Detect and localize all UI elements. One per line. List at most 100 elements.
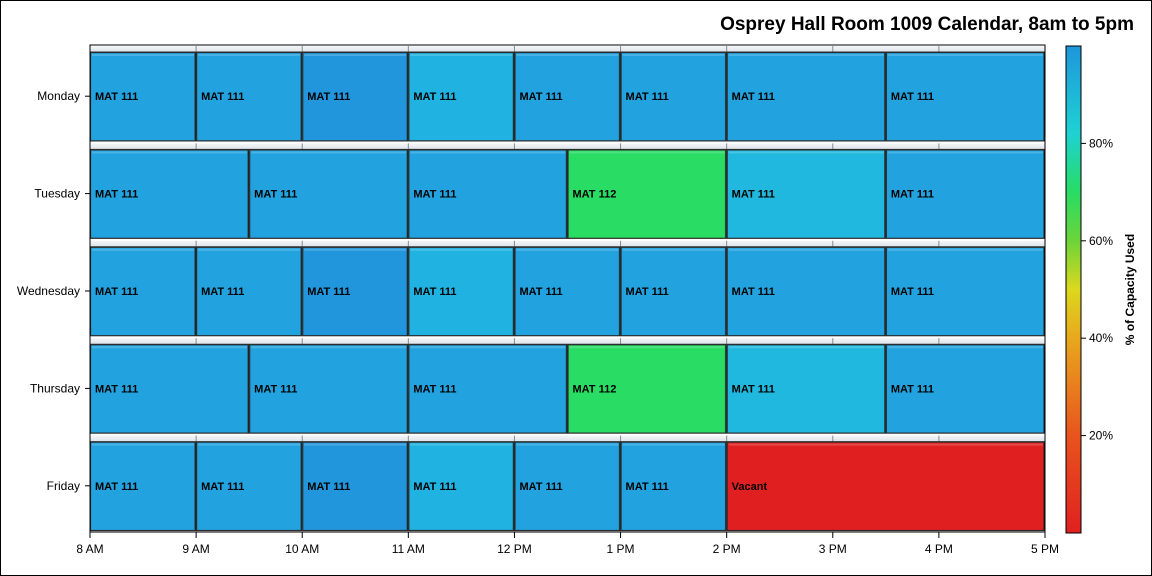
course-label: MAT 111	[626, 91, 669, 103]
event-bar[interactable]: MAT 111	[885, 246, 1046, 337]
event-bar-highlight	[198, 443, 301, 446]
event-bar-highlight	[516, 443, 619, 446]
x-tick-label: 5 PM	[1031, 542, 1059, 556]
event-bar-highlight	[92, 443, 195, 446]
event-bar-highlight	[728, 346, 884, 349]
event-bar-rect[interactable]	[514, 246, 621, 337]
x-tick-label: 4 PM	[925, 542, 953, 556]
event-bar-rect[interactable]	[885, 344, 1046, 434]
event-bar-rect[interactable]	[196, 441, 303, 532]
course-label: MAT 111	[95, 189, 138, 201]
event-bar[interactable]: MAT 111	[408, 246, 515, 337]
colorbar-gradient	[1065, 45, 1082, 534]
event-bar-rect[interactable]	[567, 149, 727, 239]
event-bar-rect[interactable]	[196, 246, 303, 337]
event-bar[interactable]: MAT 112	[567, 149, 727, 239]
event-bar-rect[interactable]	[620, 246, 727, 337]
event-bar[interactable]: MAT 111	[514, 51, 621, 142]
time-axis: Monday Tuesday Wednesday Thursday Friday 8 AM…	[17, 44, 1059, 556]
course-label: MAT 111	[732, 189, 775, 201]
event-bar-highlight	[304, 248, 407, 251]
event-bar-rect[interactable]	[302, 51, 409, 142]
x-tick-label: 2 PM	[713, 542, 741, 556]
event-bar-rect[interactable]	[89, 246, 197, 337]
event-bar[interactable]: MAT 111	[89, 51, 197, 142]
event-bar[interactable]: MAT 111	[196, 51, 303, 142]
event-bar[interactable]: MAT 111	[196, 441, 303, 532]
course-label: MAT 111	[254, 189, 297, 201]
event-bar-rect[interactable]	[620, 51, 727, 142]
event-bar-rect[interactable]	[408, 51, 515, 142]
event-bar[interactable]: MAT 111	[726, 246, 886, 337]
event-bar-highlight	[622, 54, 725, 56]
event-bar-rect[interactable]	[885, 51, 1046, 142]
event-bar[interactable]: MAT 111	[196, 246, 303, 337]
row-band	[90, 143, 1045, 150]
event-bar-rect[interactable]	[249, 344, 409, 434]
event-bar[interactable]: MAT 111	[885, 149, 1046, 239]
course-label: MAT 111	[891, 91, 934, 103]
course-label: MAT 111	[891, 189, 934, 201]
event-bar[interactable]: MAT 111	[726, 149, 886, 239]
event-bar-rect[interactable]	[726, 246, 886, 337]
course-label: MAT 111	[891, 286, 934, 298]
event-bar-highlight	[728, 54, 884, 56]
colorbar-tick-label: 40%	[1089, 331, 1113, 345]
event-bar[interactable]: MAT 111	[302, 441, 409, 532]
event-bar-rect[interactable]	[885, 149, 1046, 239]
event-bar-highlight	[304, 54, 407, 56]
event-bar[interactable]: MAT 111	[408, 441, 515, 532]
x-tick-label: 11 AM	[392, 542, 425, 556]
event-bar-rect[interactable]	[302, 246, 409, 337]
event-bar[interactable]: MAT 111	[514, 246, 621, 337]
event-bar[interactable]: MAT 111	[726, 344, 886, 434]
course-label: MAT 111	[95, 91, 138, 103]
event-bar[interactable]: MAT 111	[885, 344, 1046, 434]
event-bar-highlight	[516, 248, 619, 251]
event-bar[interactable]: MAT 111	[885, 51, 1046, 142]
event-bar-rect[interactable]	[885, 246, 1046, 337]
event-bar[interactable]: MAT 111	[89, 344, 250, 434]
event-bar-rect[interactable]	[726, 51, 886, 142]
course-label: MAT 111	[626, 481, 669, 493]
event-bar[interactable]: MAT 111	[620, 441, 727, 532]
event-bar[interactable]: MAT 111	[408, 149, 568, 239]
event-bar[interactable]: MAT 111	[302, 51, 409, 142]
event-bar-rect[interactable]	[302, 441, 409, 532]
event-bar-highlight	[410, 346, 566, 349]
event-bar-highlight	[887, 54, 1043, 56]
event-bar-rect[interactable]	[514, 441, 621, 532]
event-bar[interactable]: MAT 111	[408, 344, 568, 434]
event-bar-rect[interactable]	[249, 149, 409, 239]
row-band	[90, 46, 1045, 52]
event-bar[interactable]: Vacant	[726, 441, 1046, 532]
event-bar-highlight	[887, 151, 1043, 154]
event-bar-highlight	[92, 54, 195, 56]
event-bar-rect[interactable]	[408, 149, 568, 239]
event-bar-rect[interactable]	[408, 441, 515, 532]
event-bar[interactable]: MAT 111	[302, 246, 409, 337]
event-bar[interactable]: MAT 111	[89, 441, 197, 532]
event-bar[interactable]: MAT 111	[89, 246, 197, 337]
event-bar[interactable]: MAT 112	[567, 344, 727, 434]
event-bar-highlight	[569, 151, 725, 154]
event-bar[interactable]: MAT 111	[726, 51, 886, 142]
event-bar[interactable]: MAT 111	[514, 441, 621, 532]
event-bar-rect[interactable]	[726, 441, 1046, 532]
event-bar[interactable]: MAT 111	[249, 344, 409, 434]
event-bar[interactable]: MAT 111	[249, 149, 409, 239]
event-bar[interactable]: MAT 111	[620, 51, 727, 142]
event-bar-rect[interactable]	[726, 344, 886, 434]
plot-border	[89, 44, 1046, 533]
colorbar-tick-label: 20%	[1089, 429, 1113, 443]
event-bar[interactable]: MAT 111	[89, 149, 250, 239]
event-bar-rect[interactable]	[89, 344, 250, 434]
event-bar-rect[interactable]	[408, 344, 568, 434]
event-bar-rect[interactable]	[726, 149, 886, 239]
event-bar[interactable]: MAT 111	[620, 246, 727, 337]
event-bar-rect[interactable]	[620, 441, 727, 532]
event-bar[interactable]: MAT 111	[408, 51, 515, 142]
event-bar-rect[interactable]	[408, 246, 515, 337]
day-label-thursday: Thursday	[30, 381, 80, 395]
